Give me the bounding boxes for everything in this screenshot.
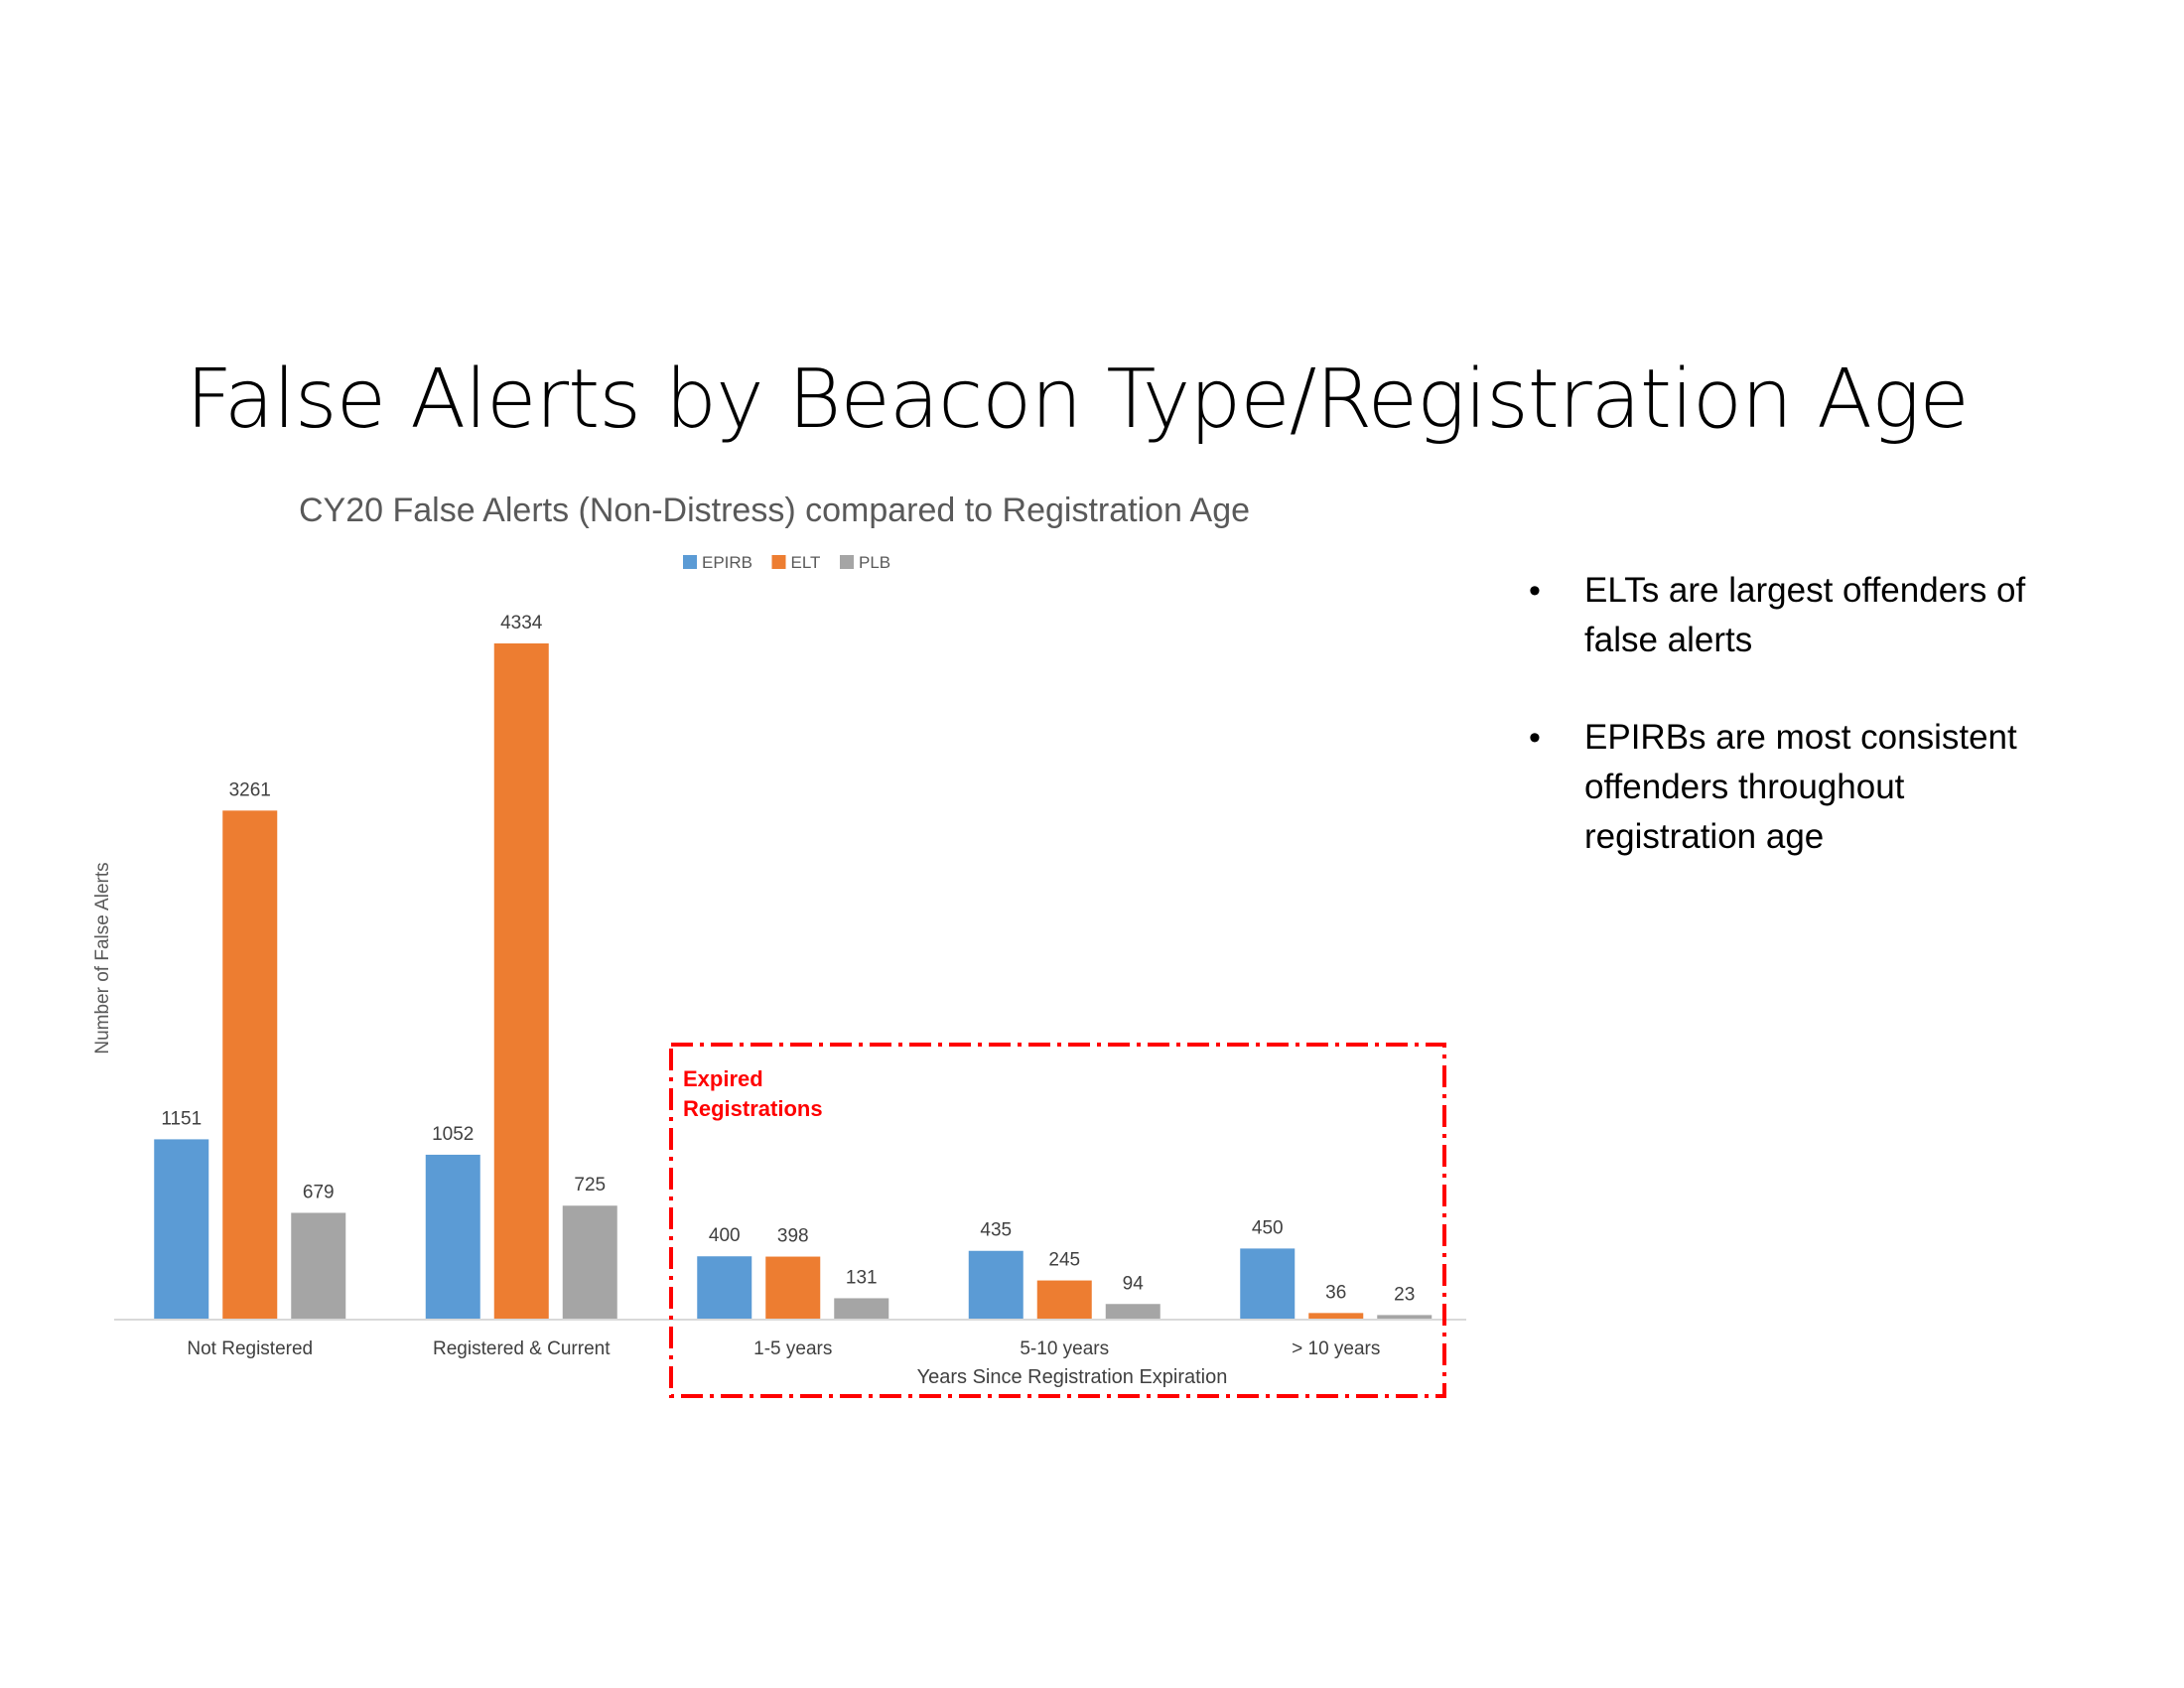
bar-value-label: 725 (574, 1175, 606, 1196)
value-labels-group: 1151 3261 679 1052 4334 725 400 398 131 435 245 94 4… (161, 613, 1415, 1305)
bullet-item: ELTs are largest offenders of false aler… (1529, 566, 2085, 665)
bar-epirb (154, 1139, 209, 1319)
bar-value-label: 94 (1123, 1273, 1145, 1294)
expired-label-line-1: Expired (683, 1066, 763, 1091)
category-labels-group: Not Registered Registered & Current 1-5 ye… (187, 1338, 1380, 1359)
category-tick-label: Registered & Current (433, 1338, 611, 1359)
bar-value-label: 679 (303, 1182, 335, 1202)
bar-elt (765, 1256, 821, 1319)
bar-value-label: 4334 (500, 613, 543, 633)
bar-plb (291, 1212, 346, 1319)
legend-label-elt: ELT (791, 553, 821, 572)
bar-epirb (1240, 1248, 1296, 1319)
bar-value-label: 400 (709, 1225, 741, 1246)
bar-elt (1308, 1313, 1364, 1319)
category-tick-label: Not Registered (187, 1338, 313, 1359)
bars-group (154, 643, 1433, 1319)
category-tick-label: > 10 years (1292, 1338, 1380, 1359)
bullet-item: EPIRBs are most consistent offenders thr… (1529, 713, 2085, 862)
expired-label-line-2: Registrations (683, 1096, 823, 1121)
bar-value-label: 435 (980, 1220, 1012, 1241)
bar-value-label: 36 (1325, 1282, 1346, 1303)
bar-epirb (697, 1256, 752, 1319)
legend-label-plb: PLB (859, 553, 890, 572)
expired-registrations-box (669, 1043, 1446, 1398)
slide-title: False Alerts by Beacon Type/Registration… (186, 352, 1970, 447)
legend-swatch-epirb (683, 555, 697, 569)
bar-value-label: 1052 (432, 1124, 474, 1145)
chart-title: CY20 False Alerts (Non-Distress) compare… (299, 492, 1250, 529)
bar-plb (1377, 1315, 1433, 1319)
bar-value-label: 245 (1048, 1250, 1080, 1271)
bar-value-label: 131 (846, 1267, 878, 1288)
category-tick-label: 1-5 years (753, 1338, 832, 1359)
expired-registrations-label: Expired Registrations (683, 1066, 823, 1121)
bar-plb (562, 1205, 617, 1319)
chart-legend: EPIRB ELT PLB (683, 553, 890, 572)
bar-value-label: 398 (777, 1226, 809, 1247)
legend-label-epirb: EPIRB (702, 553, 752, 572)
bar-value-label: 23 (1394, 1284, 1415, 1305)
bullet-list: ELTs are largest offenders of false aler… (1529, 566, 2085, 910)
bar-value-label: 3261 (229, 779, 271, 800)
legend-swatch-elt (771, 555, 786, 569)
bar-elt (222, 810, 278, 1319)
bar-value-label: 1151 (161, 1108, 202, 1129)
y-axis-label: Number of False Alerts (92, 862, 113, 1054)
bar-value-label: 450 (1252, 1217, 1284, 1238)
bar-epirb (968, 1250, 1024, 1319)
bar-plb (834, 1298, 889, 1319)
bar-elt (493, 643, 549, 1319)
bar-plb (1105, 1304, 1160, 1319)
category-tick-label: 5-10 years (1020, 1338, 1109, 1359)
bar-elt (1036, 1280, 1092, 1319)
bar-epirb (425, 1154, 480, 1319)
legend-swatch-plb (840, 555, 854, 569)
x-axis-label: Years Since Registration Expiration (917, 1366, 1228, 1388)
